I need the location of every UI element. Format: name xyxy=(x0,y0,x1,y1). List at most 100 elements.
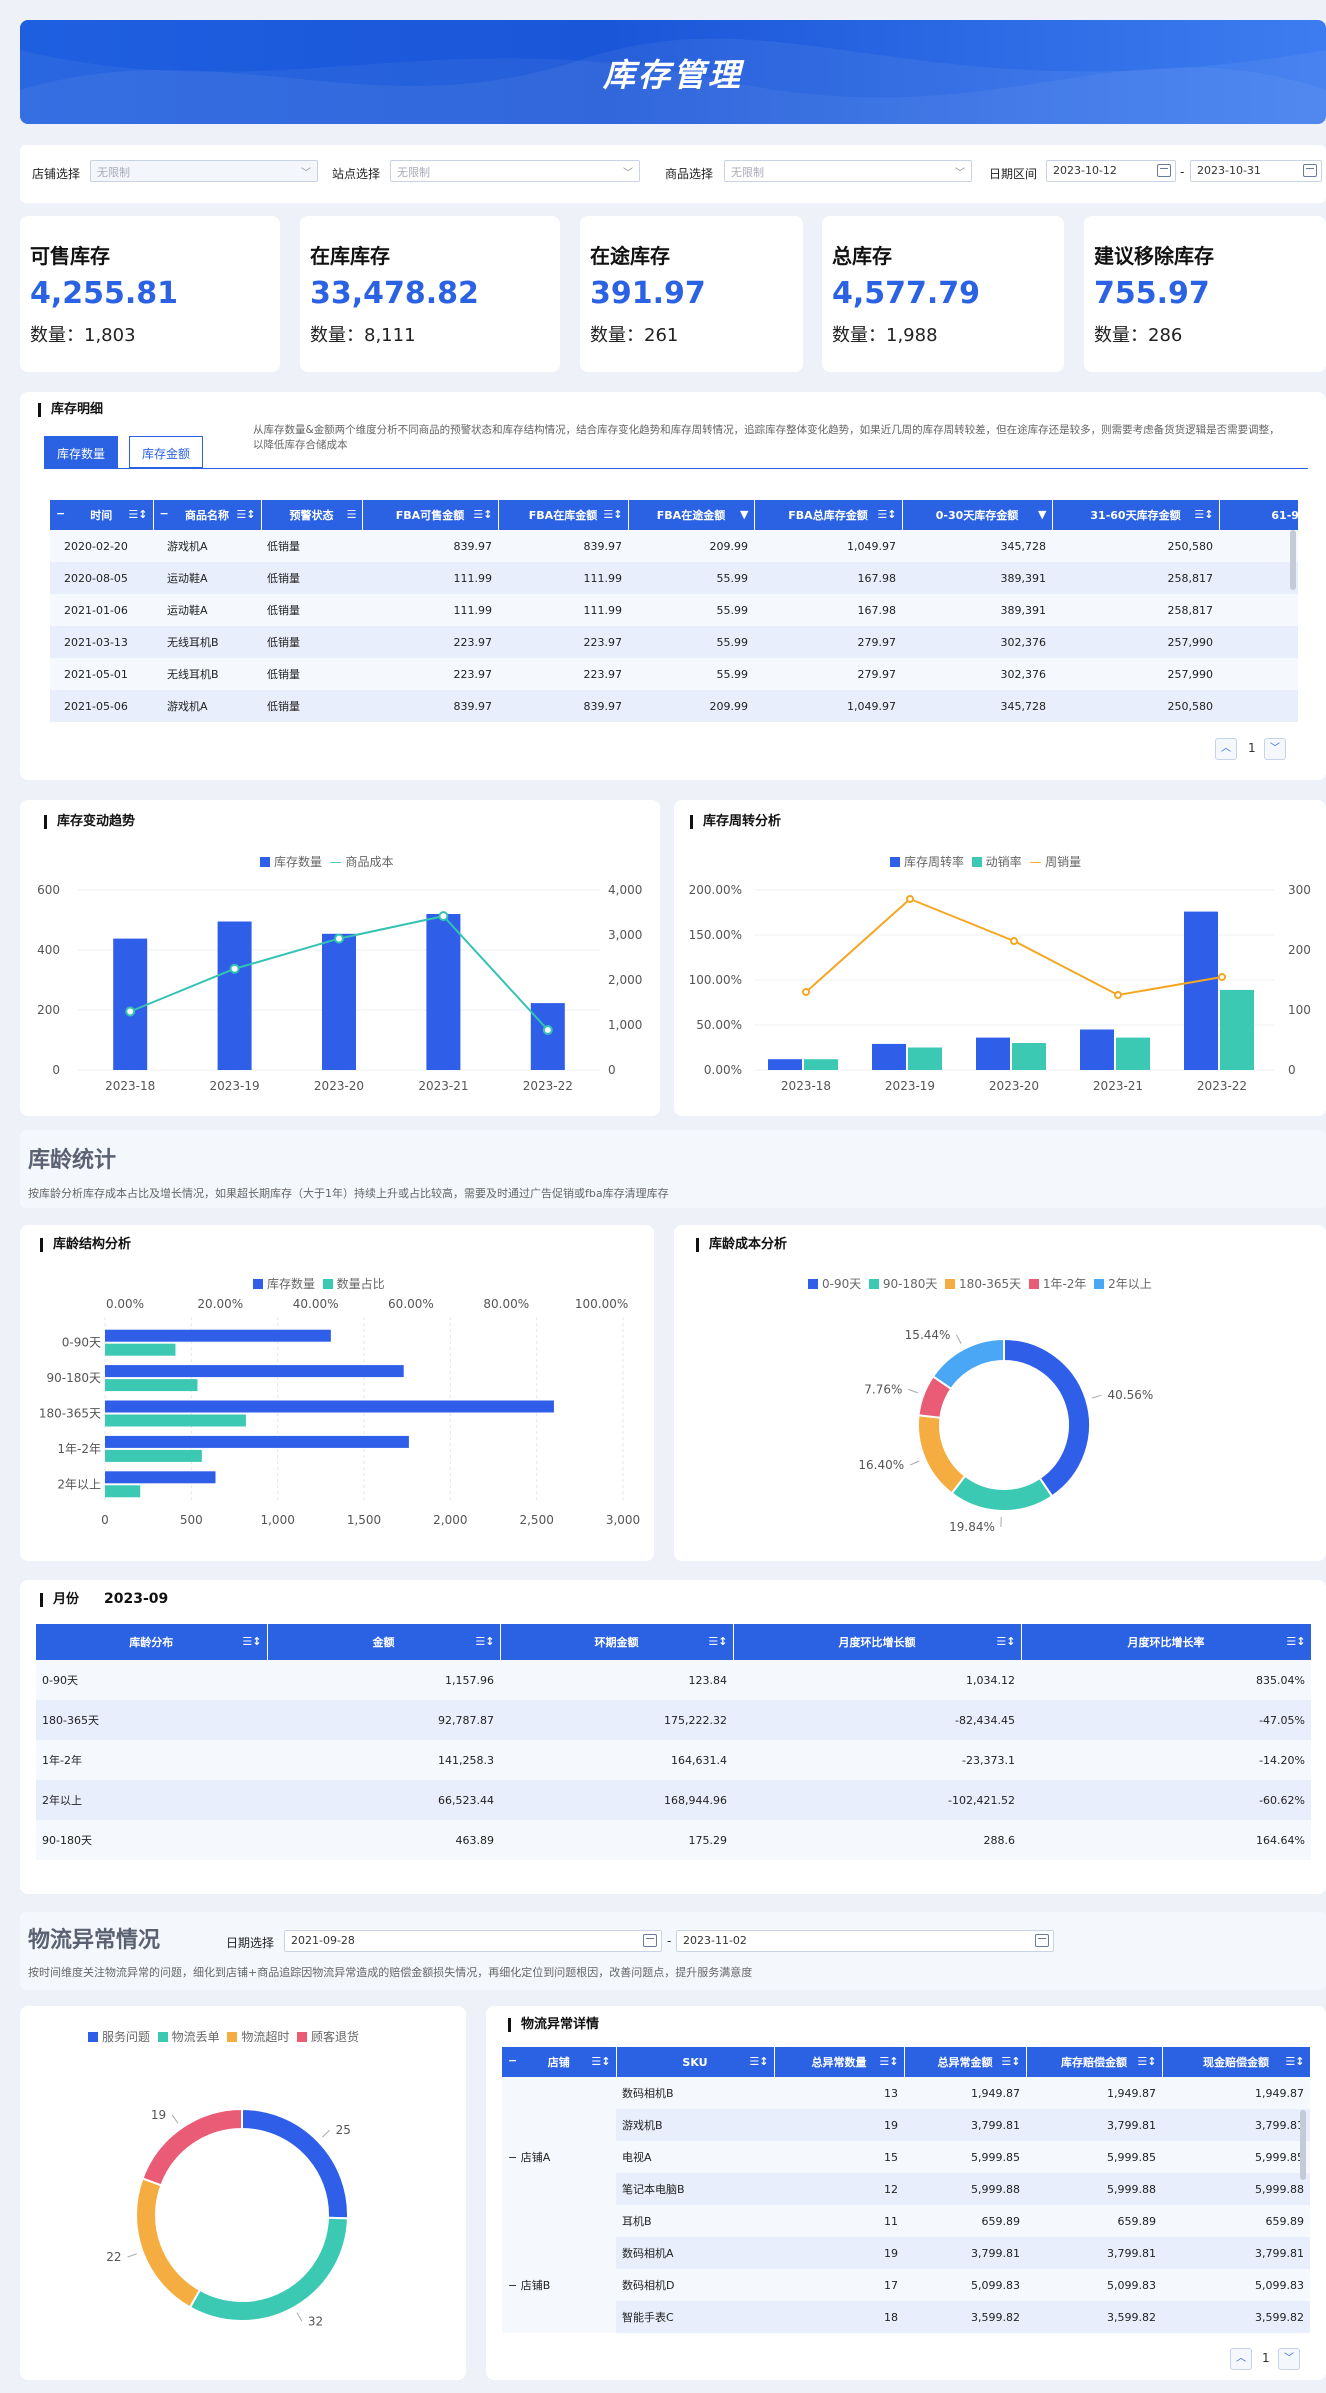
table-row[interactable]: 0-90天 1,157.96 123.84 1,034.12 835.04% xyxy=(36,1660,1311,1700)
logistics-date-start[interactable]: 2021-09-28 xyxy=(284,1930,662,1952)
col-header[interactable]: 金额 ☰↕ xyxy=(267,1624,501,1660)
vertical-scrollbar[interactable] xyxy=(1290,530,1296,590)
date-start-input[interactable]: 2023-10-12 xyxy=(1046,160,1176,182)
store-select[interactable]: 无限制 ﹀ xyxy=(90,160,318,182)
header-decoration xyxy=(20,38,1326,124)
logistics-legend: 服务问题 物流丢单 物流超时 顾客退货 xyxy=(88,2028,359,2045)
table-cell: 345,728 xyxy=(902,530,1052,562)
kpi-title: 在库库存 xyxy=(310,244,390,268)
logistics-date-end[interactable]: 2023-11-02 xyxy=(676,1930,1054,1952)
table-row[interactable]: 2020-02-20 游戏机A 低销量 839.97 839.97 209.99 1,049… xyxy=(50,530,1298,562)
table-cell: 55.99 xyxy=(628,658,754,690)
col-header[interactable]: − 商品名称 ☰↕ xyxy=(153,500,262,530)
table-cell: 11 xyxy=(774,2205,904,2237)
col-header[interactable]: 月度环比增长额 ☰↕ xyxy=(733,1624,1022,1660)
slice-label: 19 xyxy=(151,2108,166,2122)
x-tick-label: 2023-19 xyxy=(885,1079,935,1093)
table-row[interactable]: − 店铺B 数码相机A 19 3,799.81 3,799.81 3,799.81 xyxy=(502,2237,1310,2333)
y-tick-label: 50.00% xyxy=(696,1018,742,1032)
x-tick-label: 2023-20 xyxy=(989,1079,1039,1093)
col-header[interactable]: FBA总库存金额 ☰↕ xyxy=(754,500,903,530)
x2-tick-label: 40.00% xyxy=(293,1297,339,1311)
site-select[interactable]: 无限制 ﹀ xyxy=(390,160,640,182)
slice-label: 32 xyxy=(308,2314,323,2328)
filter-icon: ▼ xyxy=(740,508,749,521)
table-row[interactable]: 2021-05-01 无线耳机B 低销量 223.97 223.97 55.99 279.9… xyxy=(50,658,1298,690)
col-header[interactable]: SKU ☰↕ xyxy=(616,2047,775,2077)
table-cell: 164.64% xyxy=(1021,1820,1311,1860)
y-tick-label: 0.00% xyxy=(704,1063,742,1077)
table-cell: 1,949.87 xyxy=(904,2077,1026,2109)
col-header[interactable]: − 店铺 ☰↕ xyxy=(502,2047,617,2077)
col-header[interactable]: FBA在库金额 ☰↕ xyxy=(498,500,629,530)
table-cell: 无线耳机B xyxy=(153,658,261,690)
table-row[interactable]: 数码相机D 17 5,099.83 5,099.83 5,099.83 xyxy=(502,2269,1310,2301)
table-cell: -82,434.45 xyxy=(733,1700,1021,1740)
y-tick-label: 200 xyxy=(37,1003,60,1017)
y2-tick-label: 300 xyxy=(1288,883,1311,897)
section-heading: 库龄统计 xyxy=(28,1148,117,1173)
table-row[interactable]: 1年-2年 141,258.3 164,631.4 -23,373.1 -14.20% xyxy=(36,1740,1311,1780)
bar xyxy=(804,1059,838,1070)
table-row[interactable]: 2021-03-13 无线耳机B 低销量 223.97 223.97 55.99 279.9… xyxy=(50,626,1298,658)
col-header[interactable]: 库存赔偿金额 ☰↕ xyxy=(1026,2047,1163,2077)
tab-quantity[interactable]: 库存数量 xyxy=(44,436,119,468)
product-select[interactable]: 无限制 ﹀ xyxy=(724,160,972,182)
col-header[interactable]: 库龄分布 ☰↕ xyxy=(36,1624,268,1660)
col-header[interactable]: 0-30天库存金额 ▼ xyxy=(902,500,1053,530)
bar xyxy=(872,1043,906,1070)
table-row[interactable]: 2021-05-06 游戏机A 低销量 839.97 839.97 209.99 1,049… xyxy=(50,690,1298,722)
table-cell: 288.6 xyxy=(733,1820,1021,1860)
table-row[interactable]: 笔记本电脑B 12 5,999.88 5,999.88 5,999.88 xyxy=(502,2173,1310,2205)
col-header[interactable]: 总异常金额 ☰↕ xyxy=(904,2047,1027,2077)
table-row[interactable]: − 店铺A 数码相机B 13 1,949.87 1,949.87 1,949.87 xyxy=(502,2077,1310,2237)
table-cell: 5,999.88 xyxy=(904,2173,1026,2205)
col-header[interactable]: 环期金额 ☰↕ xyxy=(500,1624,734,1660)
pie-slice xyxy=(135,2177,202,2309)
col-header[interactable]: 月度环比增长率 ☰↕ xyxy=(1021,1624,1312,1660)
table-row[interactable]: 耳机B 11 659.89 659.89 659.89 xyxy=(502,2205,1310,2237)
line-point xyxy=(438,911,449,922)
line-point xyxy=(542,1024,553,1035)
col-header[interactable]: 31-60天库存金额 ☰↕ xyxy=(1052,500,1220,530)
table-cell: 2年以上 xyxy=(36,1780,267,1820)
table-cell: 3,799.81 xyxy=(1162,2237,1310,2269)
table-row[interactable]: 2021-01-06 运动鞋A 低销量 111.99 111.99 55.99 167.98… xyxy=(50,594,1298,626)
col-header[interactable]: 61-90天 xyxy=(1219,500,1298,530)
table-row[interactable]: 2年以上 66,523.44 168,944.96 -102,421.52 -60.62… xyxy=(36,1780,1311,1820)
date-end-input[interactable]: 2023-10-31 xyxy=(1190,160,1322,182)
page-next-button[interactable]: ﹀ xyxy=(1278,2348,1300,2370)
table-cell: -14.20% xyxy=(1021,1740,1311,1780)
store-cell[interactable]: − 店铺A xyxy=(502,2077,616,2237)
store-cell[interactable]: − 店铺B xyxy=(502,2237,616,2333)
col-header[interactable]: FBA可售金额 ☰↕ xyxy=(362,500,499,530)
col-header[interactable]: FBA在途金额 ▼ xyxy=(628,500,755,530)
table-row[interactable]: 智能手表C 18 3,599.82 3,599.82 3,599.82 xyxy=(502,2301,1310,2333)
table-row[interactable]: 90-180天 463.89 175.29 288.6 164.64% xyxy=(36,1820,1311,1860)
x-tick-label: 2,500 xyxy=(519,1513,553,1527)
page-prev-button[interactable]: ︿ xyxy=(1215,738,1237,760)
table-row[interactable]: 电视A 15 5,999.85 5,999.85 5,999.85 xyxy=(502,2141,1310,2173)
month-label: 月份 xyxy=(40,1593,79,1607)
vertical-scrollbar[interactable] xyxy=(1300,2110,1306,2180)
table-row[interactable]: 2020-08-05 运动鞋A 低销量 111.99 111.99 55.99 167.98… xyxy=(50,562,1298,594)
col-header[interactable]: − 时间 ☰↕ xyxy=(50,500,154,530)
table-cell: 3,799.81 xyxy=(904,2109,1026,2141)
col-header[interactable]: 总异常数量 ☰↕ xyxy=(774,2047,905,2077)
bar xyxy=(908,1047,942,1070)
table-row[interactable]: 180-365天 92,787.87 175,222.32 -82,434.45 -47… xyxy=(36,1700,1311,1740)
table-cell: 389,391 xyxy=(902,594,1052,626)
section-title: 库龄结构分析 xyxy=(40,1238,131,1252)
table-row[interactable]: 游戏机B 19 3,799.81 3,799.81 3,799.81 xyxy=(502,2109,1310,2141)
table-cell: 2021-01-06 xyxy=(50,594,153,626)
kpi-value: 33,478.82 xyxy=(310,276,479,311)
calendar-icon xyxy=(1303,164,1317,177)
line-point xyxy=(802,988,810,996)
col-header[interactable]: 预警状态 ☰ xyxy=(261,500,363,530)
tab-amount[interactable]: 库存金额 xyxy=(129,436,204,468)
page-next-button[interactable]: ﹀ xyxy=(1264,738,1286,760)
page-prev-button[interactable]: ︿ xyxy=(1230,2348,1252,2370)
table-cell: 389,391 xyxy=(902,562,1052,594)
col-header[interactable]: 现金赔偿金额 ☰↕ xyxy=(1162,2047,1310,2077)
table-cell: 19 xyxy=(774,2109,904,2141)
